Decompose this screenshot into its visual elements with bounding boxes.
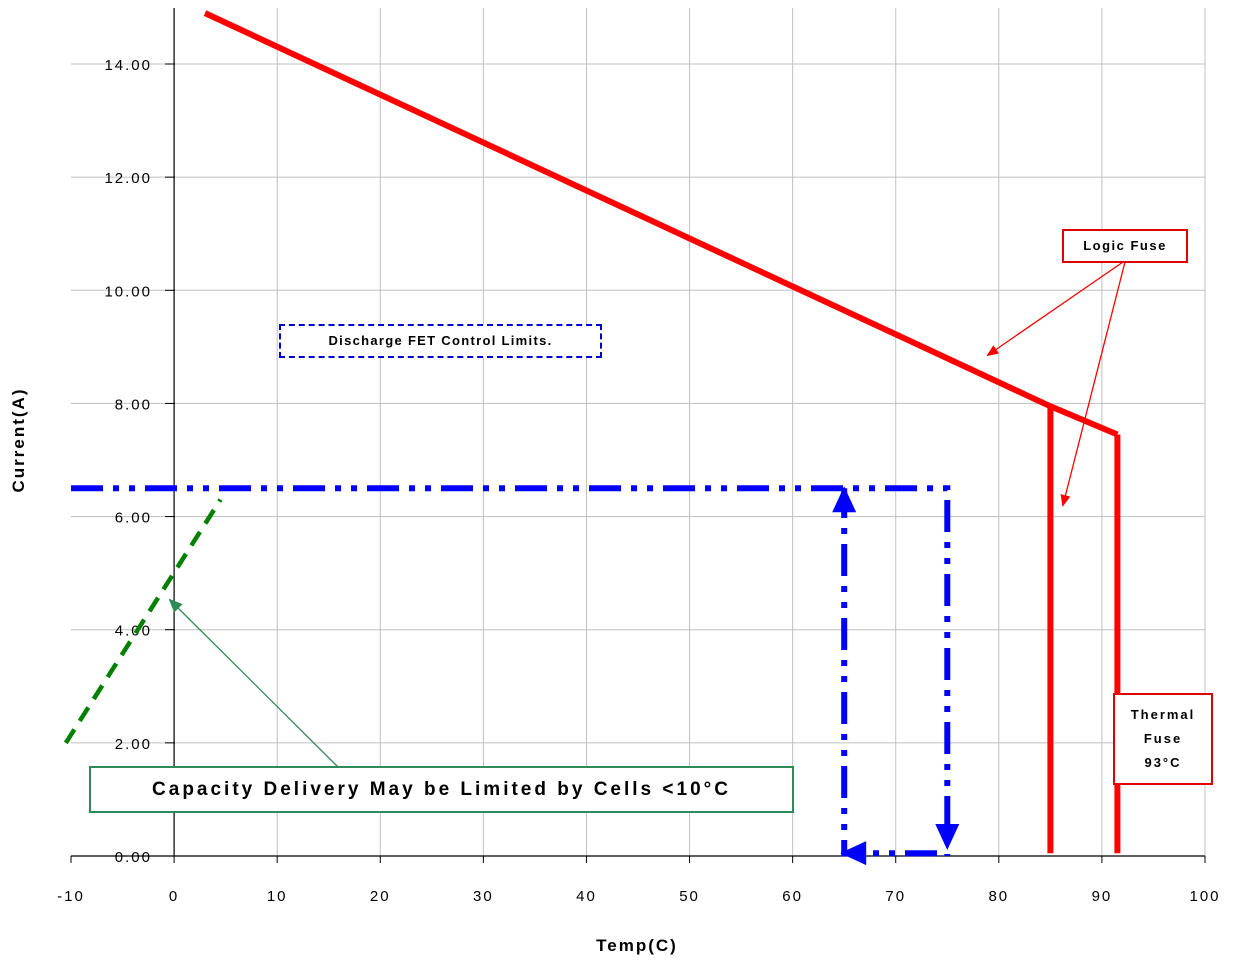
y-axis-title: Current(A) <box>9 388 28 493</box>
x-tick-label: 40 <box>576 888 597 905</box>
y-tick-label: 14.00 <box>104 57 152 74</box>
thermal-fuse-label: Thermal Fuse 93°C <box>1113 693 1213 785</box>
blue-arrowhead-down <box>935 824 960 850</box>
capacity-note-text: Capacity Delivery May be Limited by Cell… <box>152 779 731 800</box>
axes <box>70 8 1206 863</box>
series-line-1 <box>203 10 1119 438</box>
x-tick-label: 50 <box>679 888 700 905</box>
logic-fuse-pointer-2 <box>1060 261 1126 507</box>
x-tick-label: 60 <box>782 888 803 905</box>
x-tick-label: -10 <box>57 888 85 905</box>
y-tick-label: 2.00 <box>115 736 152 753</box>
annotation-arrows <box>168 261 1126 768</box>
blue-arrowhead-left <box>840 841 867 866</box>
series-group <box>63 10 1121 866</box>
discharge-fet-text: Discharge FET Control Limits. <box>328 333 553 348</box>
blue-arrowhead-up <box>832 486 857 513</box>
capacity-note-pointer <box>168 598 339 768</box>
tick-labels: -10 0 10 20 30 40 50 60 70 80 90 100 0.00 2.00 4.00 6.0… <box>57 57 1220 905</box>
y-tick-label: 4.00 <box>115 623 152 640</box>
discharge-fet-label: Discharge FET Control Limits. <box>279 324 602 358</box>
series-line-6 <box>63 498 223 745</box>
y-tick-label: 6.00 <box>115 510 152 527</box>
series-line-5 <box>841 488 937 857</box>
x-tick-label: 10 <box>267 888 288 905</box>
grid <box>71 8 1206 856</box>
series-line-4 <box>71 485 951 856</box>
y-tick-label: 12.00 <box>104 170 152 187</box>
logic-fuse-pointer-1 <box>986 261 1124 357</box>
logic-fuse-label: Logic Fuse <box>1062 229 1188 263</box>
capacity-note: Capacity Delivery May be Limited by Cell… <box>89 766 794 813</box>
x-tick-label: 0 <box>169 888 179 905</box>
x-tick-label: 20 <box>370 888 391 905</box>
y-tick-label: 8.00 <box>115 396 152 413</box>
x-axis-title: Temp(C) <box>596 936 678 955</box>
thermal-fuse-line-2: Fuse <box>1143 731 1183 746</box>
x-tick-label: 90 <box>1092 888 1113 905</box>
thermal-fuse-line-1: Thermal <box>1130 707 1196 722</box>
x-tick-label: 80 <box>988 888 1009 905</box>
thermal-fuse-line-3: 93°C <box>1144 755 1182 770</box>
logic-fuse-text: Logic Fuse <box>1083 238 1167 253</box>
x-tick-label: 30 <box>473 888 494 905</box>
x-tick-label: 100 <box>1189 888 1220 905</box>
y-tick-label: 10.00 <box>104 283 152 300</box>
x-tick-label: 70 <box>885 888 906 905</box>
y-tick-label: 0.00 <box>115 849 152 866</box>
